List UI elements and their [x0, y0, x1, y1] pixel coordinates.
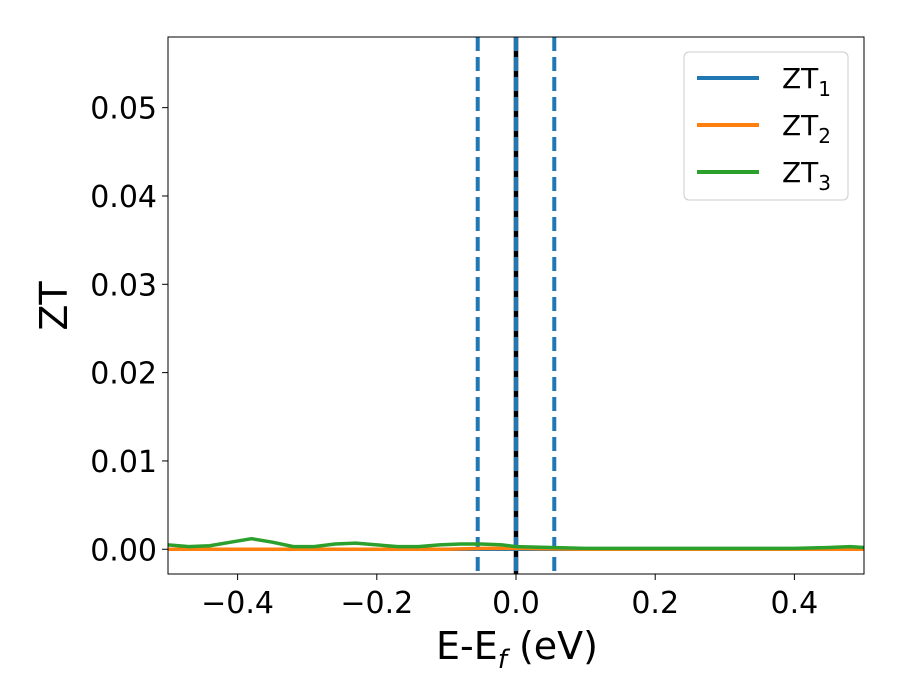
y-tick-label: 0.00 [90, 533, 157, 568]
x-axis-title: E-Ef (eV) [436, 624, 598, 675]
x-axis-title-unit: (eV) [507, 624, 598, 668]
y-tick-label: 0.05 [90, 92, 157, 127]
series-lines [168, 536, 864, 552]
legend-box [683, 51, 849, 201]
legend: ZT1 ZT2 ZT3 [683, 51, 849, 201]
x-tick-label: 0.0 [492, 586, 540, 621]
x-axis: −0.4 −0.2 0.0 0.2 0.4 [201, 574, 818, 621]
x-tick-label: 0.4 [771, 586, 819, 621]
y-tick-label: 0.02 [90, 357, 157, 392]
legend-label-2: ZT2 [782, 109, 831, 148]
x-tick-label: −0.4 [201, 586, 274, 621]
y-tick-label: 0.01 [90, 445, 157, 480]
reference-lines [475, 37, 557, 574]
x-tick-label: 0.2 [631, 586, 679, 621]
y-axis: 0.00 0.01 0.02 0.03 0.04 0.05 [90, 92, 168, 568]
legend-label-1: ZT1 [782, 62, 831, 101]
legend-label-3: ZT3 [782, 156, 831, 195]
y-tick-label: 0.03 [90, 268, 157, 303]
y-tick-label: 0.04 [90, 180, 157, 215]
x-tick-label: −0.2 [340, 586, 413, 621]
series-line-3 [168, 536, 864, 551]
y-axis-title: ZT [32, 281, 76, 331]
